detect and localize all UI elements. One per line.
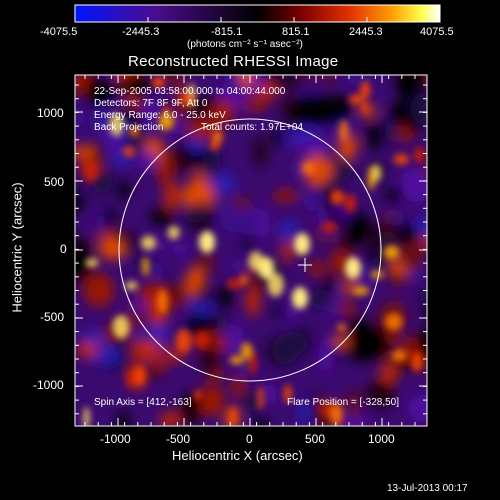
- total-counts-text: Total counts: 1.97E+04: [201, 122, 304, 133]
- colorbar-tick-label: -2445.3: [122, 26, 160, 38]
- x-tick-label: 500: [305, 432, 326, 446]
- colorbar-tick-label: -815.1: [211, 26, 243, 38]
- y-tick-label: -1000: [33, 378, 64, 392]
- spin-axis-marker: [298, 258, 312, 272]
- colorbar-tick-label: -4075.5: [40, 26, 78, 38]
- y-tick-label: -500: [40, 310, 65, 324]
- x-tick-label: -500: [166, 432, 191, 446]
- x-tick-label: 1000: [368, 432, 395, 446]
- solar-limb-circle: [118, 118, 382, 382]
- colorbar: [74, 4, 441, 23]
- colorbar-ticks: [74, 17, 441, 22]
- x-tick-label: 0: [246, 432, 253, 446]
- colorbar-tick-label: 2445.3: [349, 26, 383, 38]
- x-tick-label: -1000: [100, 432, 131, 446]
- flare-position-text: Flare Position = [-328,50]: [287, 397, 400, 408]
- y-axis-label: Heliocentric Y (arcsec): [9, 182, 25, 313]
- colorbar-tick-label: 815.1: [282, 26, 310, 38]
- y-tick-label: 0: [60, 242, 67, 256]
- energy-range-text: Energy Range: 6.0 - 25.0 keV: [94, 110, 226, 121]
- detectors-text: Detectors: 7F 8F 9F, Att 0: [94, 98, 208, 109]
- x-axis-label: Heliocentric X (arcsec): [172, 448, 303, 463]
- solar-image: [75, 75, 427, 426]
- time-range-text: 22-Sep-2005 03:58:00.000 to 04:00:44.000: [94, 86, 286, 97]
- footer-date: 13-Jul-2013 00:17: [387, 483, 468, 494]
- plot-title: Reconstructed RHESSI Image: [128, 53, 339, 70]
- y-tick-label: 500: [44, 175, 65, 189]
- axis-ticks: [75, 75, 427, 426]
- y-tick-label: 1000: [37, 106, 64, 120]
- method-text: Back Projection: [94, 122, 164, 133]
- colorbar-tick-label: 4075.5: [420, 26, 454, 38]
- colorbar-unit-label: (photons cm⁻² s⁻¹ asec⁻²): [187, 39, 303, 50]
- spin-axis-text: Spin Axis = [412,-163]: [94, 397, 192, 408]
